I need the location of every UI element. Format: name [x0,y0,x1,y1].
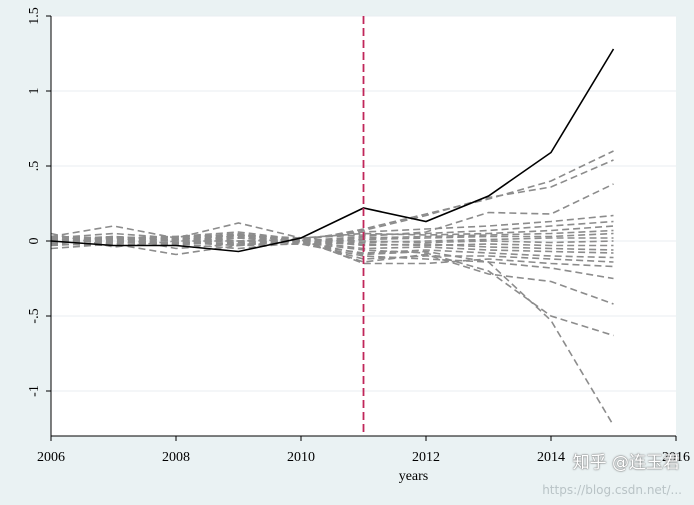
placebo-series-line-17 [50,243,614,280]
treated-series-group [50,48,615,253]
placebo-series-group [50,150,615,426]
x-axis-title: years [399,469,429,484]
placebo-series-line-10 [50,237,614,244]
watermark-url: https://blog.csdn.net/... [542,483,682,497]
x-tick-label-2: 2010 [287,450,315,465]
axes: 2006 2008 2010 2012 2014 2016 -1 -.5 0 .5 1 1.5 [27,7,690,465]
placebo-series-line-20 [50,234,615,426]
placebo-series-line-15 [50,241,614,263]
y-tick-label-1: -.5 [27,308,42,323]
x-tick-label-0: 2006 [37,450,65,465]
placebo-series-line-19 [50,237,614,337]
x-tick-label-5: 2016 [662,450,690,465]
x-tick-label-3: 2012 [412,450,440,465]
y-tick-label-0: -1 [27,385,42,397]
treated-series-line [50,48,615,253]
y-tick-label-4: 1 [27,88,42,95]
placebo-series-line-16 [50,232,614,268]
y-tick-label-5: 1.5 [27,7,42,25]
placebo-series-line-6 [50,222,614,239]
y-tick-label-2: 0 [27,238,42,245]
x-tick-label-4: 2014 [537,450,565,465]
x-tick-label-1: 2008 [162,450,190,465]
placebo-series-line-1 [50,150,614,242]
y-tick-label-3: .5 [27,161,42,172]
watermark-text: 知乎 @连玉君 [572,453,680,473]
